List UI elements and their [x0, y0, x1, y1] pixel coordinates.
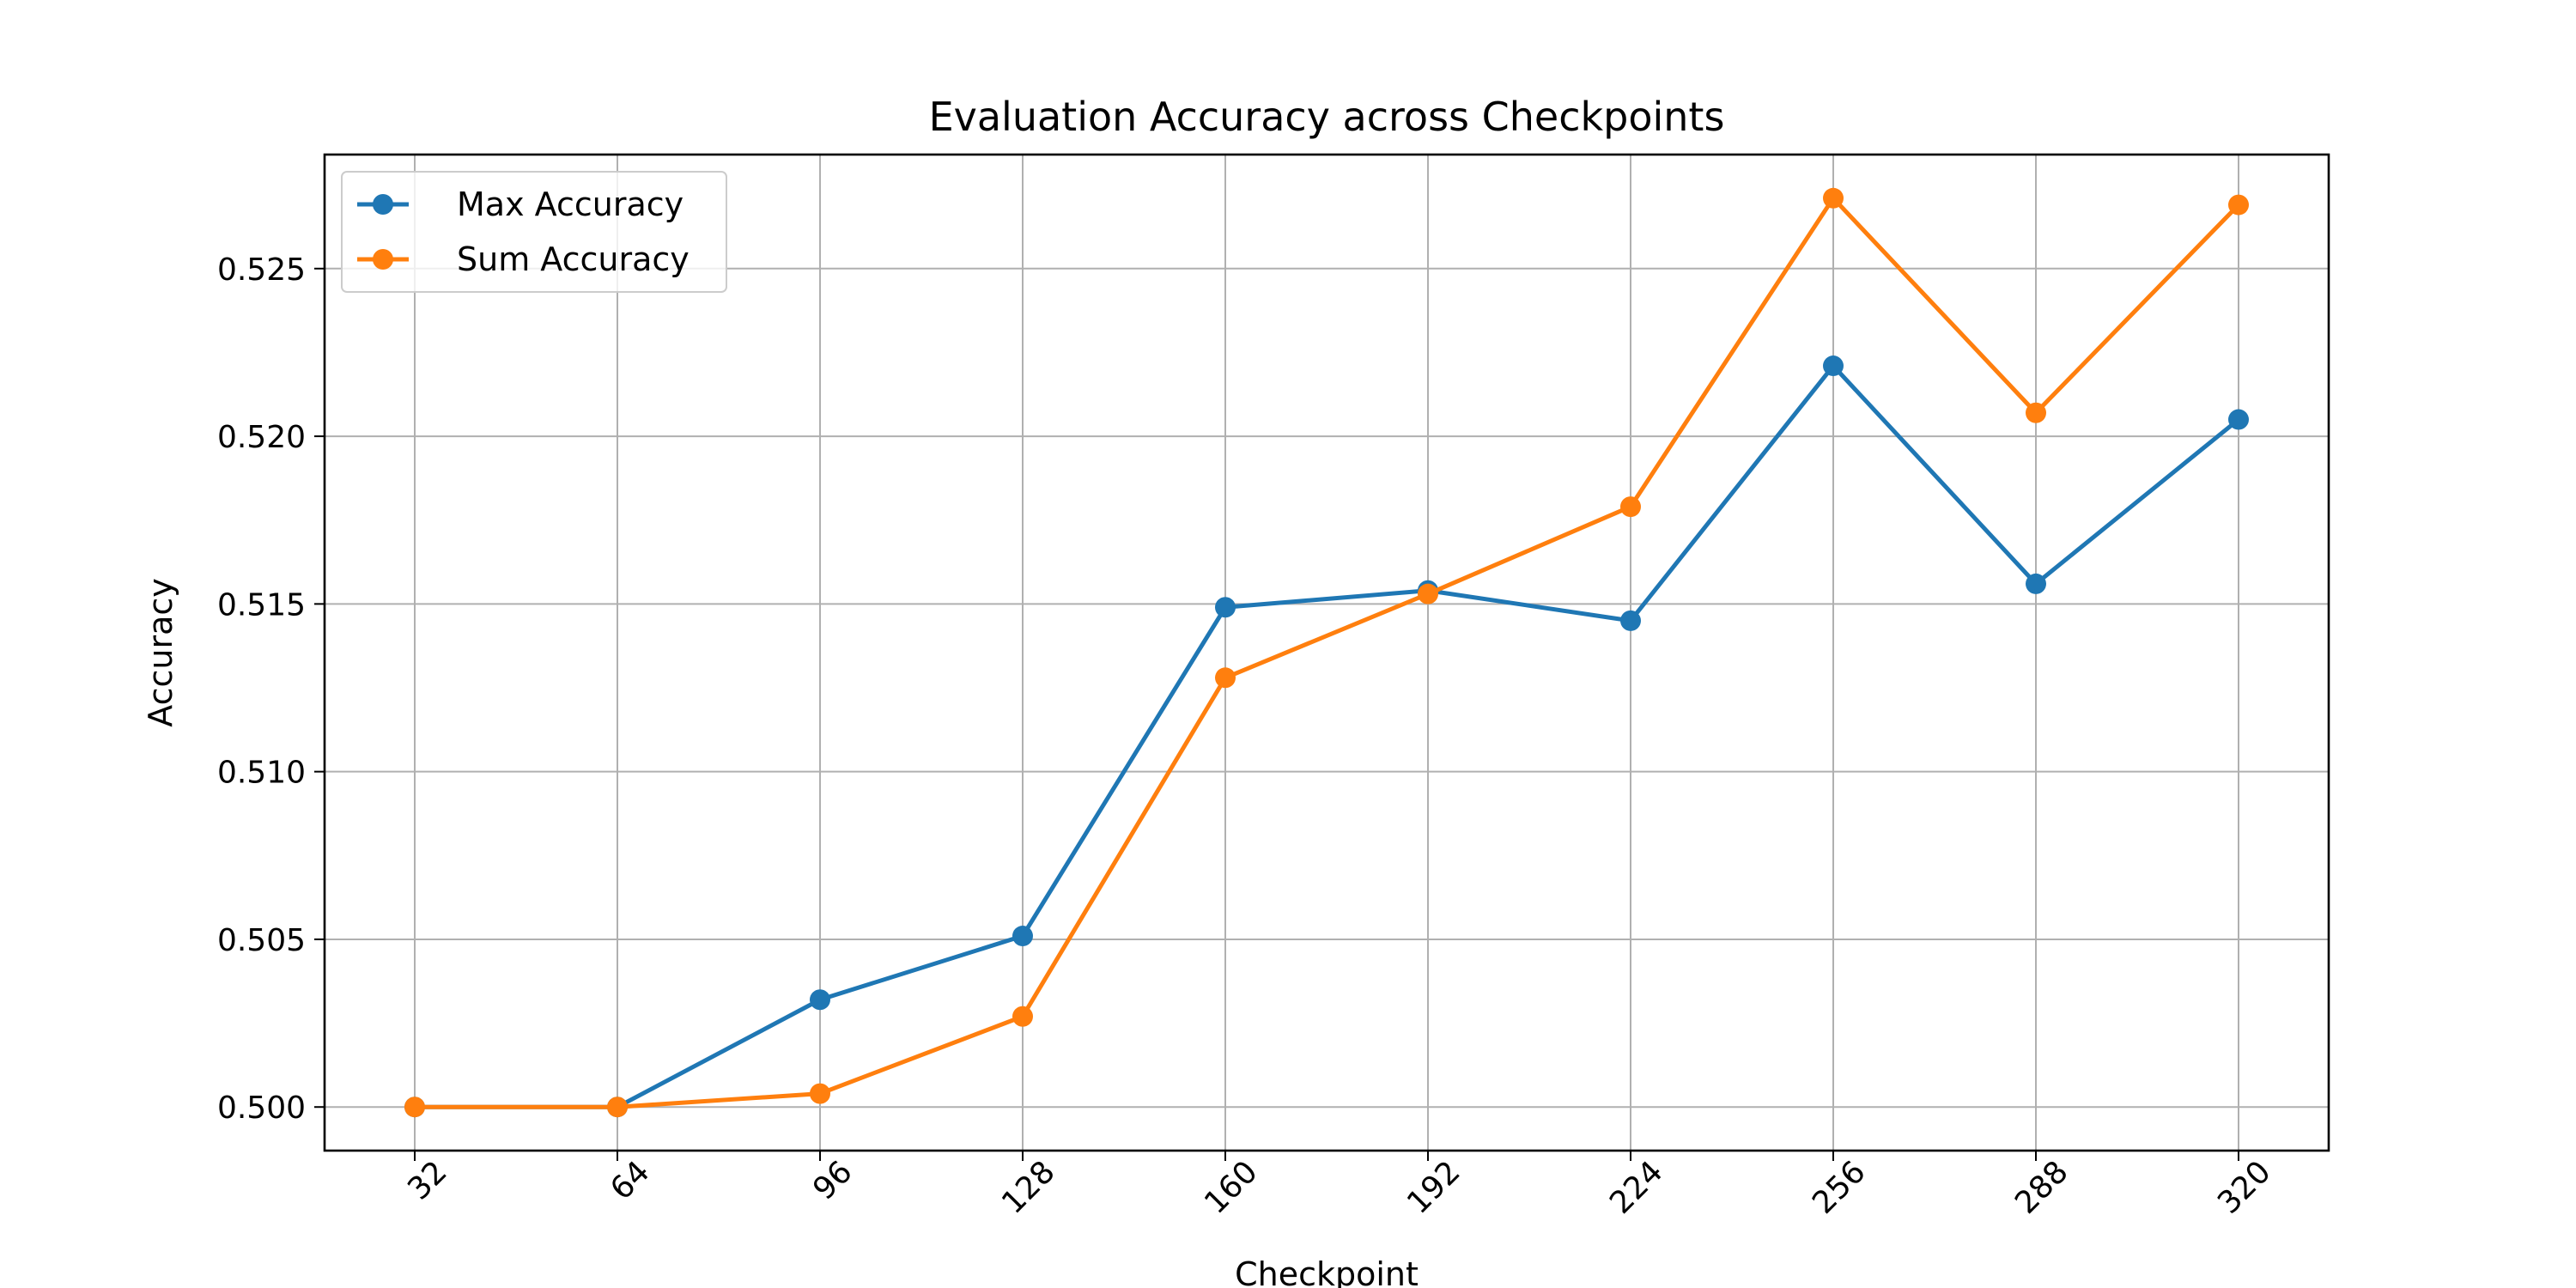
y-tick-label: 0.500 — [217, 1091, 306, 1126]
data-point — [1823, 187, 1844, 209]
data-point — [2228, 409, 2249, 430]
data-point — [810, 1083, 830, 1104]
data-point — [2228, 194, 2249, 216]
data-point — [404, 1097, 425, 1118]
series-line — [415, 363, 2240, 1109]
legend-label: Sum Accuracy — [457, 240, 690, 278]
data-point — [2026, 402, 2046, 423]
data-point — [2026, 573, 2046, 594]
series-line — [415, 196, 2240, 1109]
data-point — [810, 989, 830, 1011]
y-tick-label: 0.505 — [217, 923, 306, 958]
y-axis-label: Accuracy — [142, 578, 179, 727]
data-point — [1012, 926, 1033, 947]
series-sum-accuracy — [404, 187, 2249, 1118]
y-tick-label: 0.520 — [217, 420, 306, 455]
plot-area-frame — [323, 153, 2330, 1152]
legend-marker — [373, 194, 393, 215]
chart-title: Evaluation Accuracy across Checkpoints — [929, 94, 1725, 140]
series-layer — [404, 187, 2249, 1118]
data-point — [607, 1097, 628, 1118]
legend-marker — [373, 249, 393, 270]
x-axis-label: Checkpoint — [1235, 1255, 1419, 1288]
data-point — [1215, 597, 1236, 618]
data-point — [1620, 496, 1641, 518]
legend-label: Max Accuracy — [457, 185, 683, 223]
data-point — [1823, 355, 1844, 377]
data-point — [1418, 583, 1438, 605]
data-point — [1620, 610, 1641, 631]
legend: Max Accuracy Sum Accuracy — [341, 171, 727, 293]
y-tick-label: 0.510 — [217, 756, 306, 791]
data-point — [1012, 1005, 1033, 1027]
y-tick-label: 0.515 — [217, 587, 306, 623]
legend-box — [341, 171, 727, 293]
data-point — [1215, 667, 1236, 689]
y-tick-label: 0.525 — [217, 252, 306, 288]
